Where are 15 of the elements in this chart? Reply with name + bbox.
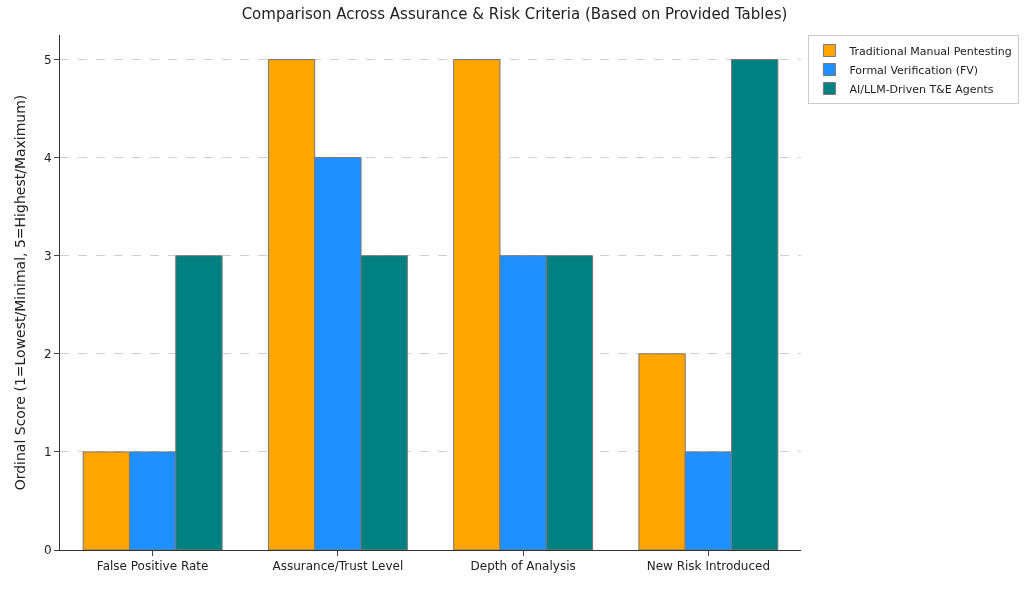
y-tick-label: 2 [43,347,52,362]
x-tick-label: False Positive Rate [96,559,209,574]
x-tick-label: Depth of Analysis [470,559,576,574]
legend-label: Formal Verification (FV) [849,63,979,77]
y-tick-label: 0 [43,543,52,558]
legend-label: AI/LLM-Driven T&E Agents [849,82,994,96]
x-tick-label: New Risk Introduced [646,559,771,574]
y-tick-label: 4 [43,150,52,165]
y-axis-title: Ordinal Score (1=Lowest/Minimal, 5=Highest/Maximum) [11,94,28,491]
y-tick-label: 1 [43,445,52,460]
y-tick-label: 3 [43,248,52,263]
chart-title: Comparison Across Assurance & Risk Criteria (Based on Provided Tables) [241,5,788,24]
legend-label: Traditional Manual Pentesting [848,44,1012,58]
x-tick-label: Assurance/Trust Level [272,559,404,574]
y-tick-label: 5 [43,52,52,67]
